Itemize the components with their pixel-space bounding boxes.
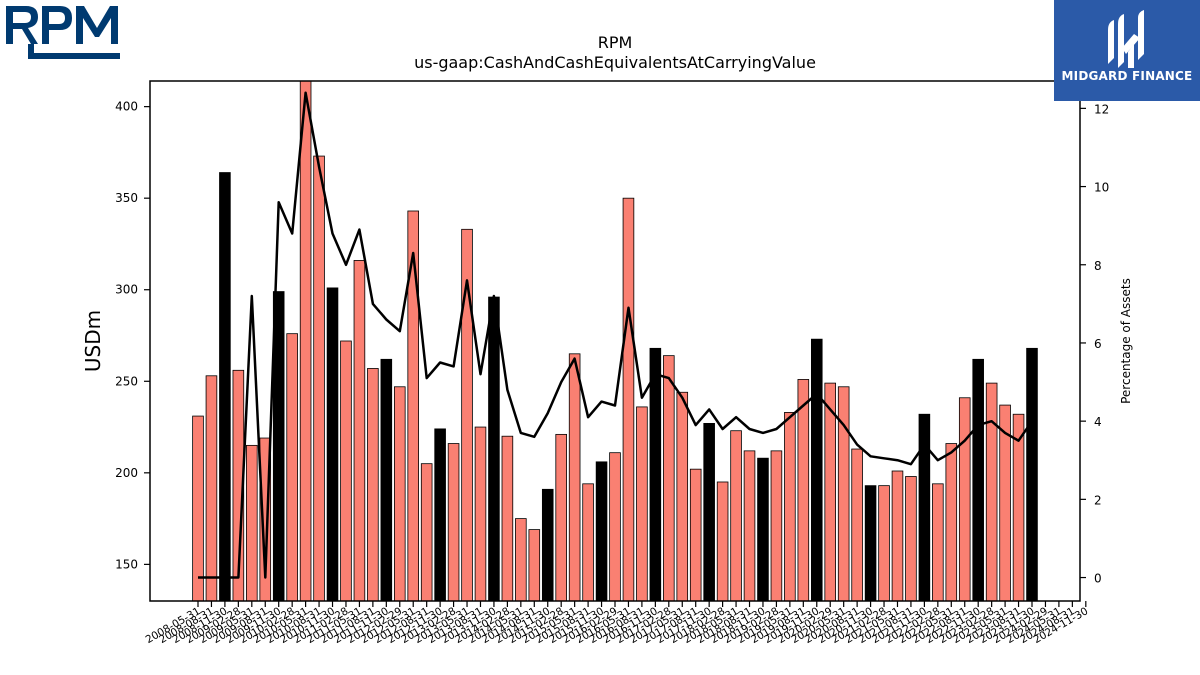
bar-2010-11-30 [326, 287, 339, 602]
bar-2015-02-28 [555, 433, 567, 602]
bar-2020-02-29 [824, 382, 837, 602]
bar-2021-02-28 [878, 485, 890, 602]
y2-tick-label-4: 4 [1094, 415, 1102, 429]
bar-2016-02-29 [609, 452, 621, 602]
bar-2010-02-28 [286, 333, 298, 602]
y2-axis: 0 2 4 6 8 10 12 [1080, 102, 1109, 586]
bar-2018-11-30 [757, 457, 769, 602]
midgard-mark-icon [1108, 10, 1144, 68]
y-tick-label-300: 300 [115, 283, 138, 297]
bar-2022-02-28 [932, 483, 944, 602]
bar-2017-11-30 [703, 422, 715, 602]
y-tick-label-400: 400 [115, 100, 138, 114]
chart-subtitle: us-gaap:CashAndCashEquivalentsAtCarrying… [414, 53, 816, 72]
rpm-logo-mark [6, 6, 120, 59]
bar-2012-11-30 [434, 428, 446, 602]
midgard-finance-logo: MIDGARD FINANCE [1054, 0, 1200, 101]
bar-2008-11-30 [219, 172, 231, 602]
y-axis-label: USDm [81, 310, 105, 372]
bar-2012-08-31 [420, 463, 433, 602]
bar-2021-08-31 [905, 476, 917, 602]
bar-2010-08-31 [313, 155, 325, 602]
bar-2019-02-28 [770, 450, 783, 602]
bar-2021-05-31 [891, 470, 904, 602]
y2-tick-label-0: 0 [1094, 572, 1102, 586]
bar-2021-11-30 [918, 413, 931, 602]
bar-2022-11-30 [972, 358, 984, 602]
bar-2014-02-28 [501, 435, 514, 602]
bar-2017-08-31 [689, 468, 702, 602]
bar-2015-05-31 [568, 353, 581, 602]
bar-2016-08-31 [636, 406, 648, 602]
bar-2016-11-30 [649, 347, 662, 602]
bar-2018-05-31 [730, 430, 742, 602]
bar-2014-05-31 [515, 518, 527, 602]
y2-tick-label-6: 6 [1094, 337, 1102, 351]
bar-2018-08-31 [743, 450, 756, 602]
bar-2017-05-31 [676, 391, 689, 602]
y-tick-label-250: 250 [115, 374, 138, 388]
line-layer [198, 91, 1034, 579]
y-axis: 150 200 250 300 350 400 [115, 100, 150, 571]
bar-2014-11-30 [541, 488, 554, 602]
bar-2008-08-31 [205, 375, 218, 602]
bar-2020-08-31 [851, 448, 863, 602]
bar-2011-05-31 [353, 260, 366, 602]
y-tick-label-200: 200 [115, 466, 138, 480]
midgard-finance-label: MIDGARD FINANCE [1061, 69, 1193, 83]
bar-2011-11-30 [380, 358, 393, 602]
y2-tick-label-2: 2 [1094, 493, 1102, 507]
bar-2022-05-31 [945, 443, 958, 602]
bar-2019-08-31 [797, 379, 810, 602]
bar-2019-11-30 [810, 338, 823, 602]
y2-tick-label-12: 12 [1094, 102, 1109, 116]
bar-2013-11-30 [488, 296, 500, 602]
y-tick-label-350: 350 [115, 191, 138, 205]
bar-2013-02-28 [447, 443, 460, 602]
bar-2008-05-31 [192, 415, 204, 602]
bar-2015-11-30 [595, 461, 608, 602]
bar-2014-08-31 [528, 529, 541, 602]
bar-2012-02-29 [393, 386, 406, 602]
rpm-logo [4, 4, 122, 62]
bar-2020-11-30 [864, 485, 877, 602]
series-line-pct-of-assets [198, 91, 1034, 579]
bar-2018-02-28 [716, 481, 729, 602]
bar-2016-05-31 [622, 197, 635, 602]
x-axis: 2008-05-312008-08-312008-11-302009-02-28… [144, 601, 1090, 646]
bar-2017-02-28 [663, 355, 675, 602]
bar-2009-05-31 [246, 444, 258, 602]
bar-2015-08-31 [582, 483, 594, 602]
bars-layer [192, 80, 1038, 602]
bar-2023-08-31 [1012, 413, 1025, 602]
bar-2023-02-28 [985, 382, 998, 602]
y-tick-label-150: 150 [115, 557, 138, 571]
bar-2013-08-31 [474, 426, 487, 602]
bar-2022-08-31 [958, 397, 971, 602]
bar-2011-02-28 [340, 340, 352, 602]
y2-tick-label-8: 8 [1094, 259, 1102, 273]
bar-2011-08-31 [367, 368, 379, 602]
y2-tick-label-10: 10 [1094, 181, 1109, 195]
chart-title: RPM [598, 33, 633, 52]
bar-2010-05-31 [299, 80, 312, 602]
bar-2019-05-31 [784, 412, 796, 602]
y2-axis-label: Percentage of Assets [1119, 278, 1133, 404]
bar-2023-11-30 [1026, 347, 1038, 602]
